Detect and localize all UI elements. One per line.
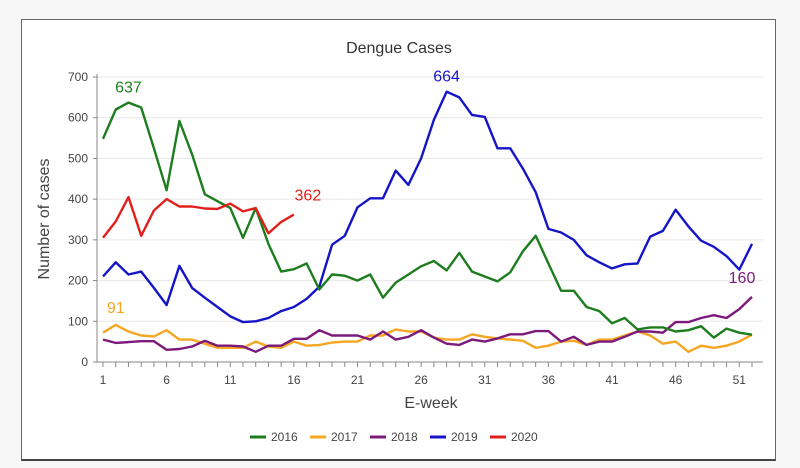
y-tick-label: 500 (68, 151, 88, 165)
chart-title: Dengue Cases (346, 40, 452, 57)
y-tick-labels: 0 100 200 300 400 500 600 700 (68, 70, 88, 369)
x-tick-label: 21 (351, 373, 365, 387)
legend-label: 2017 (331, 430, 358, 444)
x-tick-label: 41 (605, 373, 619, 387)
x-tick-label: 6 (163, 373, 170, 387)
y-tick-label: 300 (68, 233, 88, 247)
series-line-2017 (102, 323, 753, 353)
legend-label: 2019 (451, 430, 478, 444)
series-line-2018 (102, 296, 753, 353)
annotation-2020: 362 (295, 188, 322, 205)
y-tick-label: 400 (68, 192, 88, 206)
x-tick-label: 31 (478, 373, 492, 387)
gridlines (97, 76, 763, 322)
series-line-2019 (102, 90, 754, 324)
series-line-2016 (101, 101, 753, 339)
axes (93, 74, 763, 367)
x-tick-labels: 1 6 11 16 21 26 31 36 41 46 51 (100, 373, 747, 387)
series-lines (101, 90, 754, 353)
legend-item-2017[interactable]: 2017 (310, 430, 358, 444)
x-tick-label: 11 (224, 373, 237, 387)
annotation-2017: 91 (107, 300, 125, 317)
y-axis-title: Number of cases (36, 159, 53, 280)
y-tick-label: 700 (68, 70, 88, 84)
annotation-2016: 637 (115, 80, 142, 97)
x-tick-label: 36 (542, 373, 556, 387)
annotations: 637 91 664 362 160 (107, 69, 756, 317)
x-tick-label: 26 (414, 373, 428, 387)
x-axis-title: E-week (404, 395, 458, 412)
legend-label: 2018 (391, 430, 418, 444)
y-tick-label: 0 (81, 355, 88, 369)
x-tick-label: 16 (287, 373, 301, 387)
legend: 2016 2017 2018 2019 2020 (250, 430, 538, 444)
legend-label: 2016 (271, 430, 298, 444)
x-tick-label: 1 (100, 373, 107, 387)
legend-item-2020[interactable]: 2020 (490, 430, 538, 444)
y-tick-label: 200 (68, 274, 88, 288)
x-tick-label: 46 (669, 373, 683, 387)
legend-item-2019[interactable]: 2019 (430, 430, 478, 444)
annotation-2019: 664 (433, 69, 460, 86)
y-tick-label: 600 (68, 111, 88, 125)
y-tick-label: 100 (68, 314, 88, 328)
annotation-2018: 160 (729, 270, 756, 287)
legend-item-2018[interactable]: 2018 (370, 430, 418, 444)
x-tick-label: 51 (733, 373, 747, 387)
series-line-2020 (102, 195, 295, 239)
legend-label: 2020 (511, 430, 538, 444)
legend-item-2016[interactable]: 2016 (250, 430, 298, 444)
